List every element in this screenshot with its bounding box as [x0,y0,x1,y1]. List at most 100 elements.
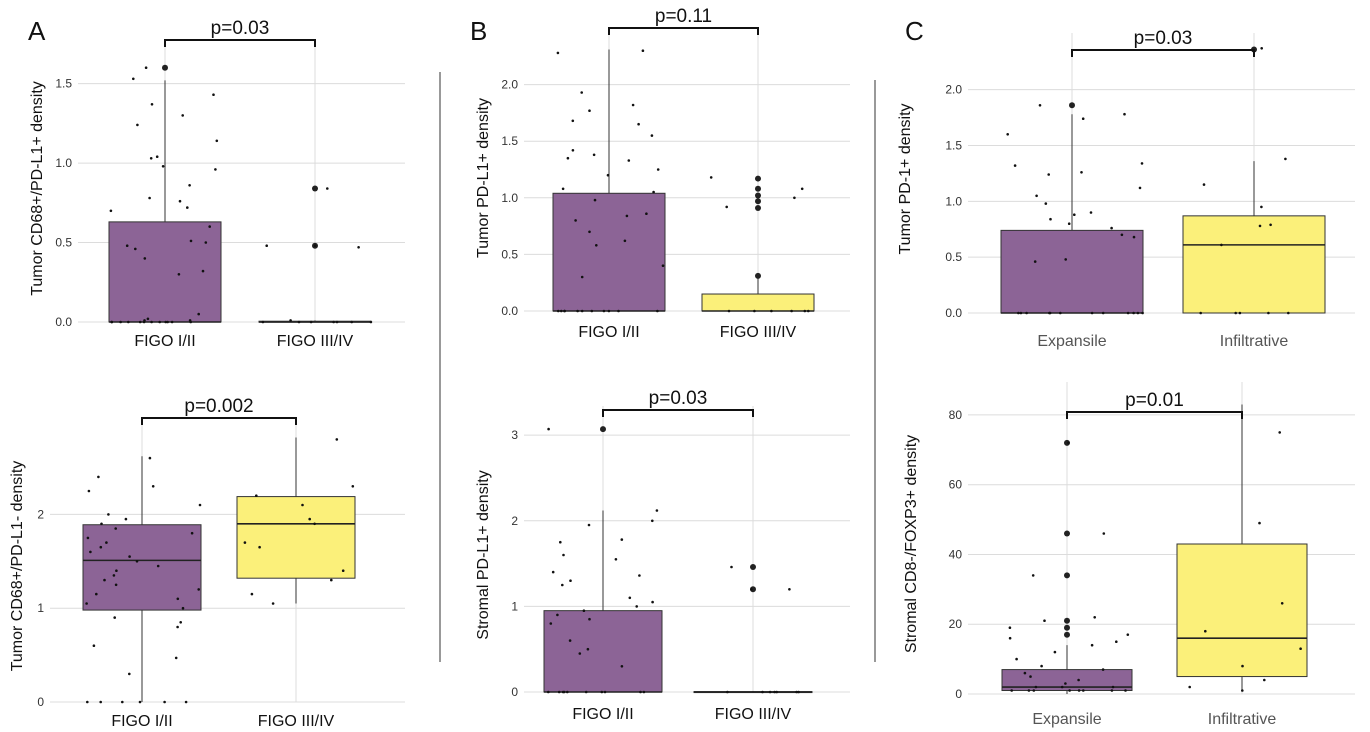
jitter-point [204,241,208,244]
jitter-point [150,320,153,324]
outlier-point [755,198,761,205]
jitter-point [125,244,129,247]
jitter-point [1278,431,1281,434]
box [108,221,222,323]
jitter-point [115,569,118,572]
jitter-point [595,244,598,247]
jitter-point [114,527,117,530]
x-category-label: FIGO III/IV [277,333,354,350]
jitter-point [547,427,550,431]
jitter-point [127,320,130,324]
outlier-point [1064,572,1070,579]
jitter-point [132,77,135,81]
jitter-point [134,247,137,251]
jitter-point [652,190,655,194]
jitter-point [1101,668,1105,671]
jitter-point [1080,171,1083,174]
jitter-point [113,616,116,619]
jitter-point [1120,233,1124,237]
y-tick-label: 2.0 [945,83,962,97]
jitter-point [561,583,564,587]
jitter-point [99,545,103,549]
jitter-point [1034,685,1038,689]
jitter-point [92,644,96,647]
jitter-point [107,513,110,516]
box [82,524,202,611]
jitter-point [750,588,753,591]
jitter-point [1025,311,1028,315]
significance-bracket [1066,411,1243,419]
jitter-point [1299,647,1302,650]
jitter-point [602,309,606,313]
jitter-point [588,617,591,621]
jitter-point [301,503,304,507]
jitter-point [261,320,265,324]
jitter-point [1010,689,1013,692]
outlier-point [312,185,318,192]
jitter-point [576,309,579,313]
jitter-point [656,309,659,313]
box [236,496,356,579]
jitter-point [584,690,588,694]
jitter-point [1284,157,1287,161]
jitter-point [215,139,219,143]
y-tick-label: 0 [955,687,962,701]
outlier-point [600,426,606,433]
jitter-point [189,239,193,243]
jitter-point [600,690,604,694]
jitter-point [637,122,640,126]
jitter-point [97,475,100,479]
jitter-point [181,114,184,117]
box [1182,215,1326,314]
jitter-point [725,205,728,209]
jitter-point [1038,104,1042,107]
jitter-point [208,225,211,228]
jitter-point [1115,640,1118,643]
jitter-point [86,700,89,704]
jitter-point [114,583,118,587]
jitter-point [144,66,148,69]
jitter-point [136,123,139,127]
jitter-point [587,523,591,527]
jitter-point [1029,675,1032,678]
jitter-point [1013,164,1017,167]
jitter-point [1019,311,1023,315]
jitter-point [563,309,566,313]
jitter-point [103,578,106,582]
jitter-point [143,257,147,260]
jitter-point [188,184,191,187]
jitter-point [1267,311,1270,315]
jitter-point [176,597,180,601]
box [1176,543,1308,678]
jitter-point [1269,223,1272,227]
jitter-point [775,690,778,694]
jitter-point [580,91,583,94]
jitter-point [1132,235,1136,239]
jitter-point [1141,311,1144,315]
jitter-point [1044,202,1048,205]
jitter-point [1053,650,1057,654]
jitter-point [201,269,205,273]
chart-B-top: 0.0 0.5 1.0 1.5 2.0 Tumor PD-L1+ density FIGO … [475,6,850,341]
jitter-point [650,134,654,137]
outlier-point [1064,617,1070,624]
y-tick-label: 0.0 [55,315,72,329]
x-category-label: Infiltrative [1208,711,1277,728]
jitter-point [212,93,215,96]
jitter-point [1241,664,1244,668]
y-axis-label: Tumor PD-L1+ density [475,98,492,258]
jitter-point [793,196,796,200]
x-category-label: FIGO I/II [578,324,639,341]
jitter-point [1043,619,1046,622]
x-category-label: FIGO I/II [134,333,195,350]
jitter-point [151,485,155,488]
jitter-point [770,309,773,313]
jitter-point [1073,213,1076,216]
jitter-point [112,574,116,577]
jitter-point [623,239,627,243]
jitter-point [1023,671,1027,675]
jitter-point [1008,626,1012,629]
jitter-point [800,187,804,191]
panel-label-a: A [28,16,46,46]
jitter-point [569,579,572,582]
